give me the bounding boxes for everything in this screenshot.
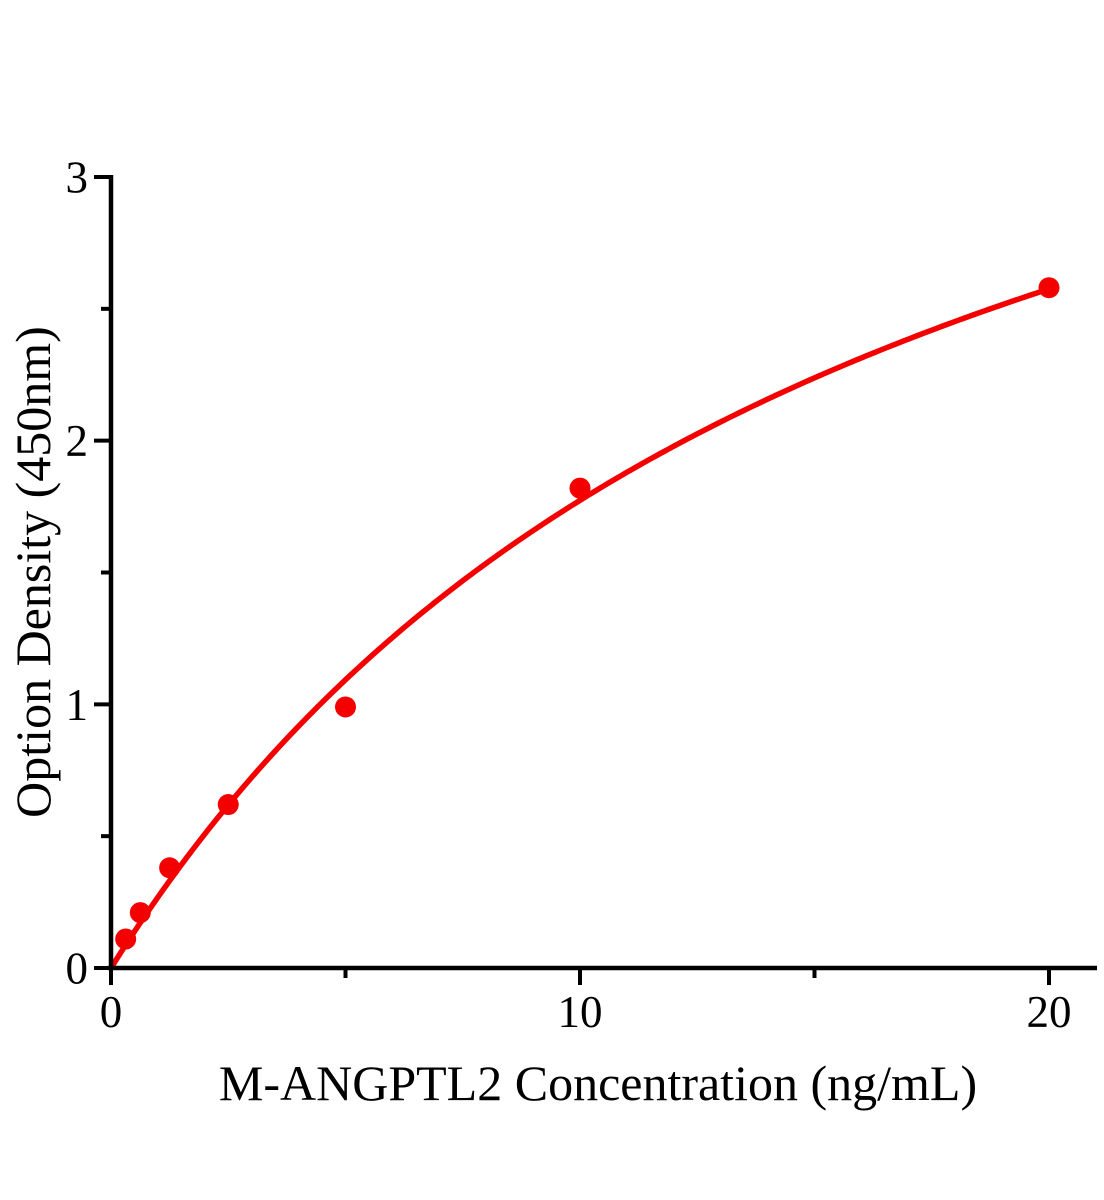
x-tick-label: 10 <box>558 987 603 1037</box>
data-point-marker <box>217 794 239 816</box>
data-point-marker <box>159 857 181 879</box>
y-tick-label: 2 <box>66 416 89 466</box>
x-axis-title: M-ANGPTL2 Concentration (ng/mL) <box>219 1055 977 1111</box>
x-tick-label: 20 <box>1027 987 1072 1037</box>
axes-layer <box>94 174 1097 985</box>
data-point-marker <box>335 696 356 718</box>
data-point-marker <box>1038 277 1060 299</box>
y-tick-label: 1 <box>66 680 89 730</box>
fit-curve-layer <box>111 286 1052 970</box>
data-points-layer <box>115 277 1060 950</box>
data-point-marker <box>569 477 591 499</box>
axis-labels-layer: 0 1 2 3 0 10 20 M-ANGPTL2 Concentration (ng/mL)… <box>5 152 1072 1111</box>
y-axis-title: Option Density (450nm) <box>5 326 61 818</box>
fit-curve <box>111 286 1052 970</box>
x-tick-label: 0 <box>100 987 123 1037</box>
data-point-marker <box>115 928 137 950</box>
y-tick-label: 0 <box>66 944 89 994</box>
data-point-marker <box>129 902 151 924</box>
y-tick-label: 3 <box>66 152 89 202</box>
